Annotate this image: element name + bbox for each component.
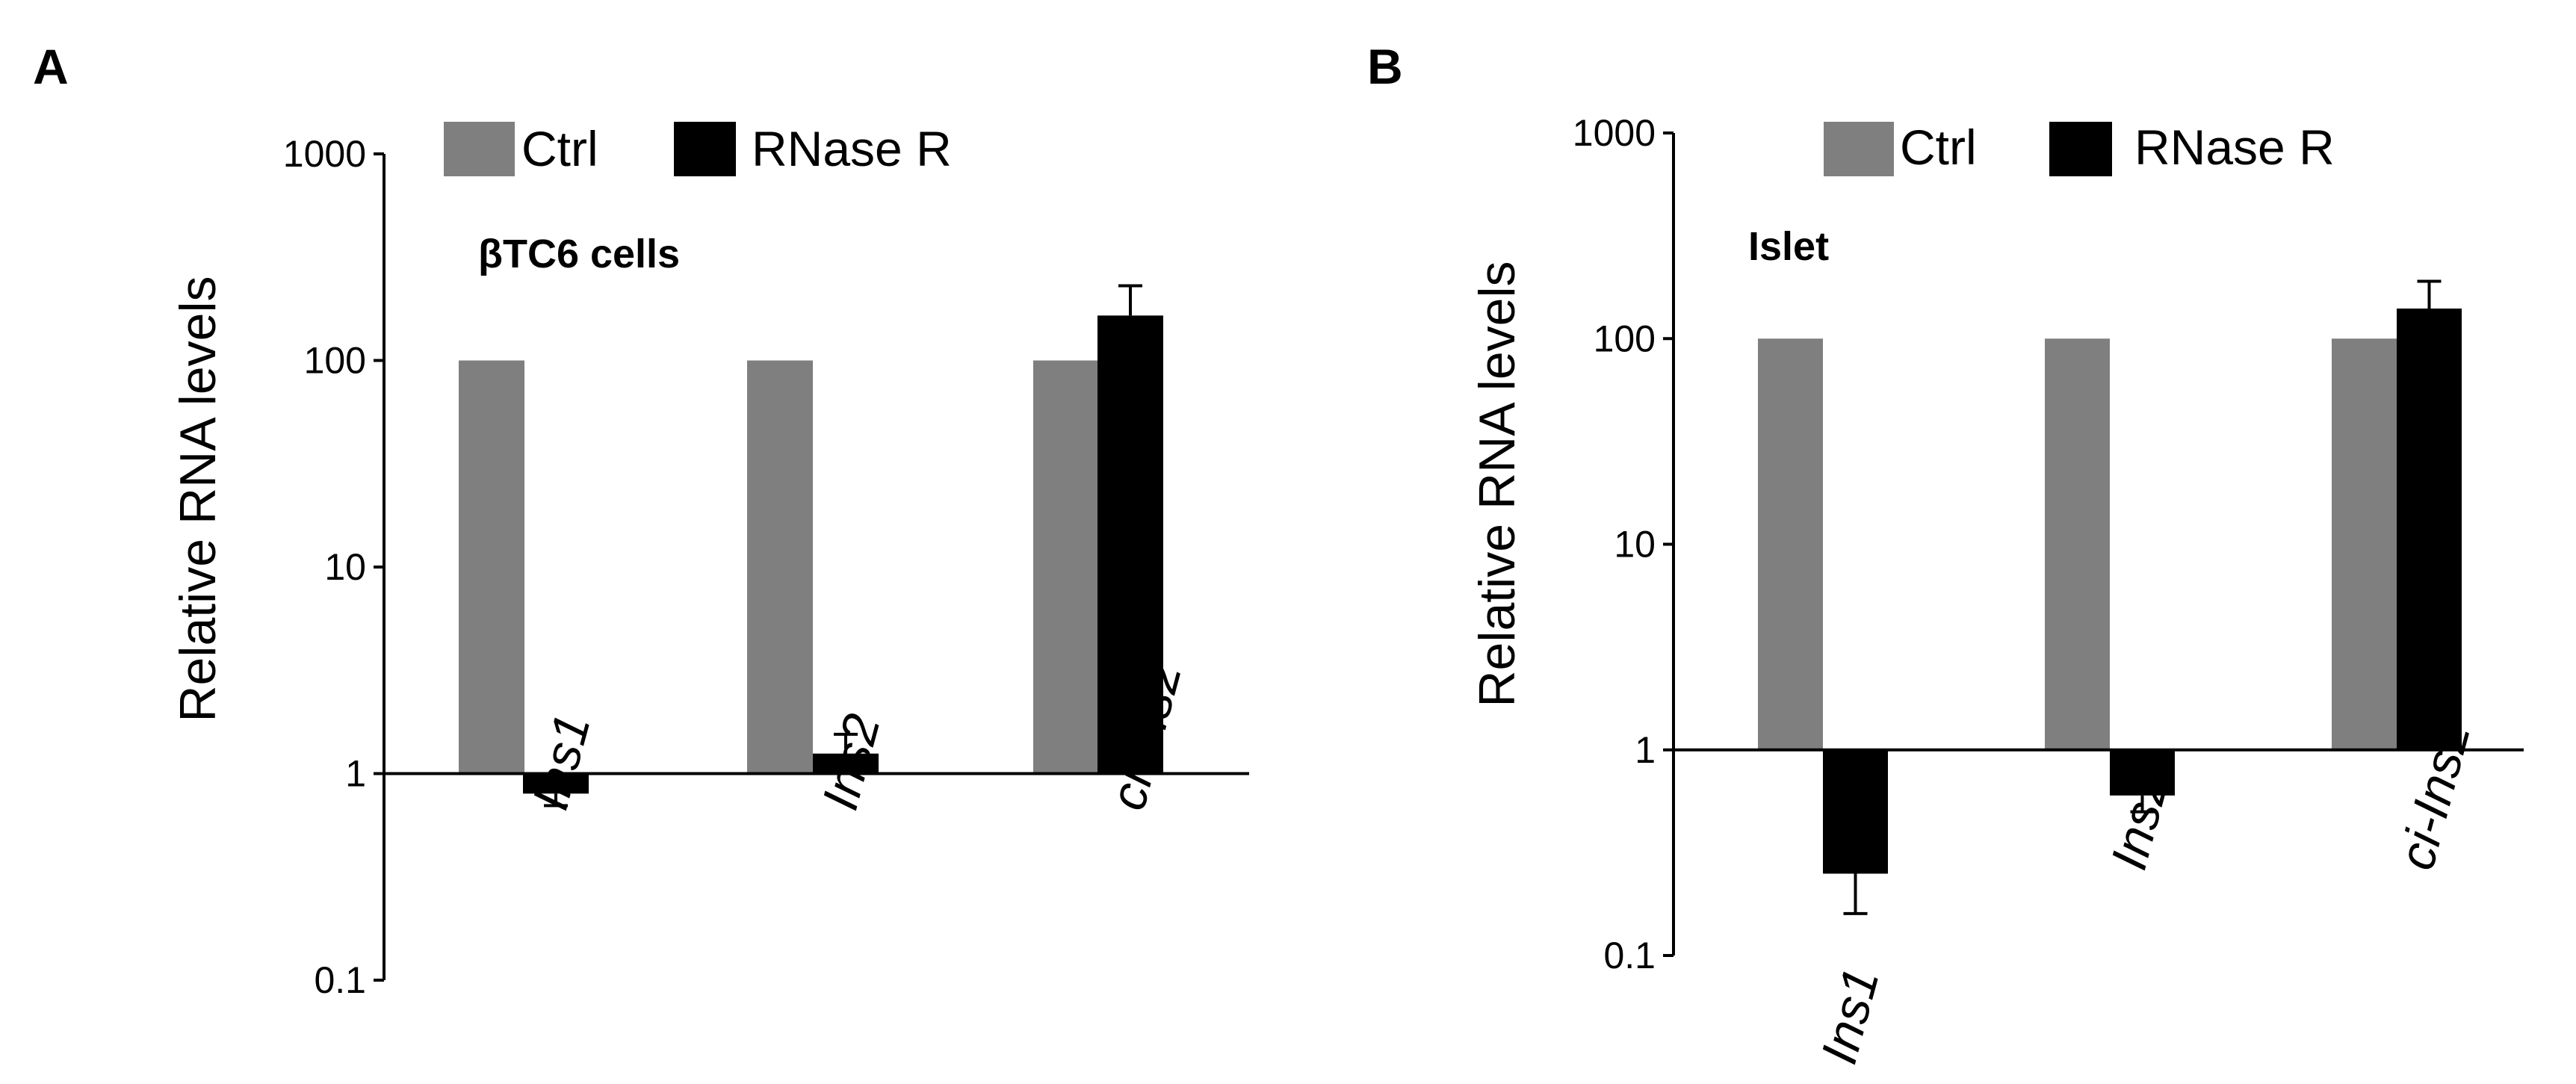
- y-tick-label: 0.1: [1603, 935, 1656, 976]
- y-tick-label: 1000: [283, 133, 366, 175]
- bar-ctrl-ci-ins2: [2332, 338, 2397, 750]
- y-tick-label: 100: [304, 340, 366, 382]
- y-tick-label: 10: [324, 546, 366, 588]
- legend-label-ctrl: Ctrl: [521, 121, 598, 176]
- y-tick-label: 10: [1614, 524, 1656, 566]
- y-axis-label-b: Relative RNA levels: [1469, 261, 1526, 707]
- bar-ctrl-ins1: [459, 360, 524, 774]
- bar-rnase-r-ci-ins2: [1097, 315, 1163, 774]
- bar-ctrl-ci-ins2: [1033, 360, 1099, 774]
- plot-area-b: 0.1 1 10 100 1000: [1573, 112, 2524, 976]
- panel-letter-b: B: [1367, 39, 1403, 94]
- panel-subtitle-a: βTC6 cells: [478, 232, 680, 276]
- plot-area-a: 0.1 1 10 100 1000: [283, 133, 1249, 1001]
- bar-rnase-r-ci-ins2: [2397, 309, 2462, 750]
- legend-swatch-rnase-r: [674, 122, 736, 176]
- bar-rnase-r-ins1: [523, 773, 589, 794]
- category-label-ins1: Ins1: [1810, 962, 1890, 1070]
- panel-subtitle-b: Islet: [1748, 224, 1829, 269]
- category-label-ins1: Ins1: [521, 708, 601, 816]
- panel-letter-a: A: [33, 39, 69, 94]
- panel-b: B Relative RNA levels Islet Ctrl RNase R…: [1367, 39, 2524, 1070]
- y-tick-label: 0.1: [314, 959, 366, 1001]
- legend-swatch-ctrl: [1824, 122, 1894, 176]
- legend-label-rnase-r: RNase R: [752, 121, 952, 176]
- y-axis-label-a: Relative RNA levels: [170, 276, 226, 722]
- panel-a: A Relative RNA levels βTC6 cells Ctrl RN…: [33, 39, 1249, 1001]
- bar-rnase-r-ins1: [1823, 749, 1888, 874]
- y-tick-label: 1000: [1573, 112, 1656, 154]
- category-label-ins2: Ins2: [811, 708, 891, 816]
- legend-swatch-rnase-r: [2049, 122, 2112, 176]
- legend-label-ctrl: Ctrl: [1900, 120, 1977, 175]
- legend-swatch-ctrl: [444, 122, 515, 176]
- bar-rnase-r-ins2: [2110, 749, 2175, 796]
- bar-ctrl-ins2: [2045, 338, 2110, 750]
- legend-label-rnase-r: RNase R: [2134, 120, 2335, 175]
- bar-ctrl-ins1: [1758, 338, 1823, 750]
- bar-rnase-r-ins2: [813, 753, 879, 774]
- y-tick-label: 100: [1594, 318, 1656, 359]
- bar-ctrl-ins2: [747, 360, 813, 774]
- y-tick-label: 1: [1635, 729, 1656, 771]
- y-tick-label: 1: [345, 753, 366, 795]
